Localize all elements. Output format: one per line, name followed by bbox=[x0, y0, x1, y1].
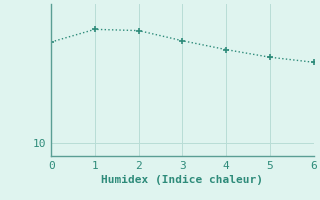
X-axis label: Humidex (Indice chaleur): Humidex (Indice chaleur) bbox=[101, 175, 263, 185]
